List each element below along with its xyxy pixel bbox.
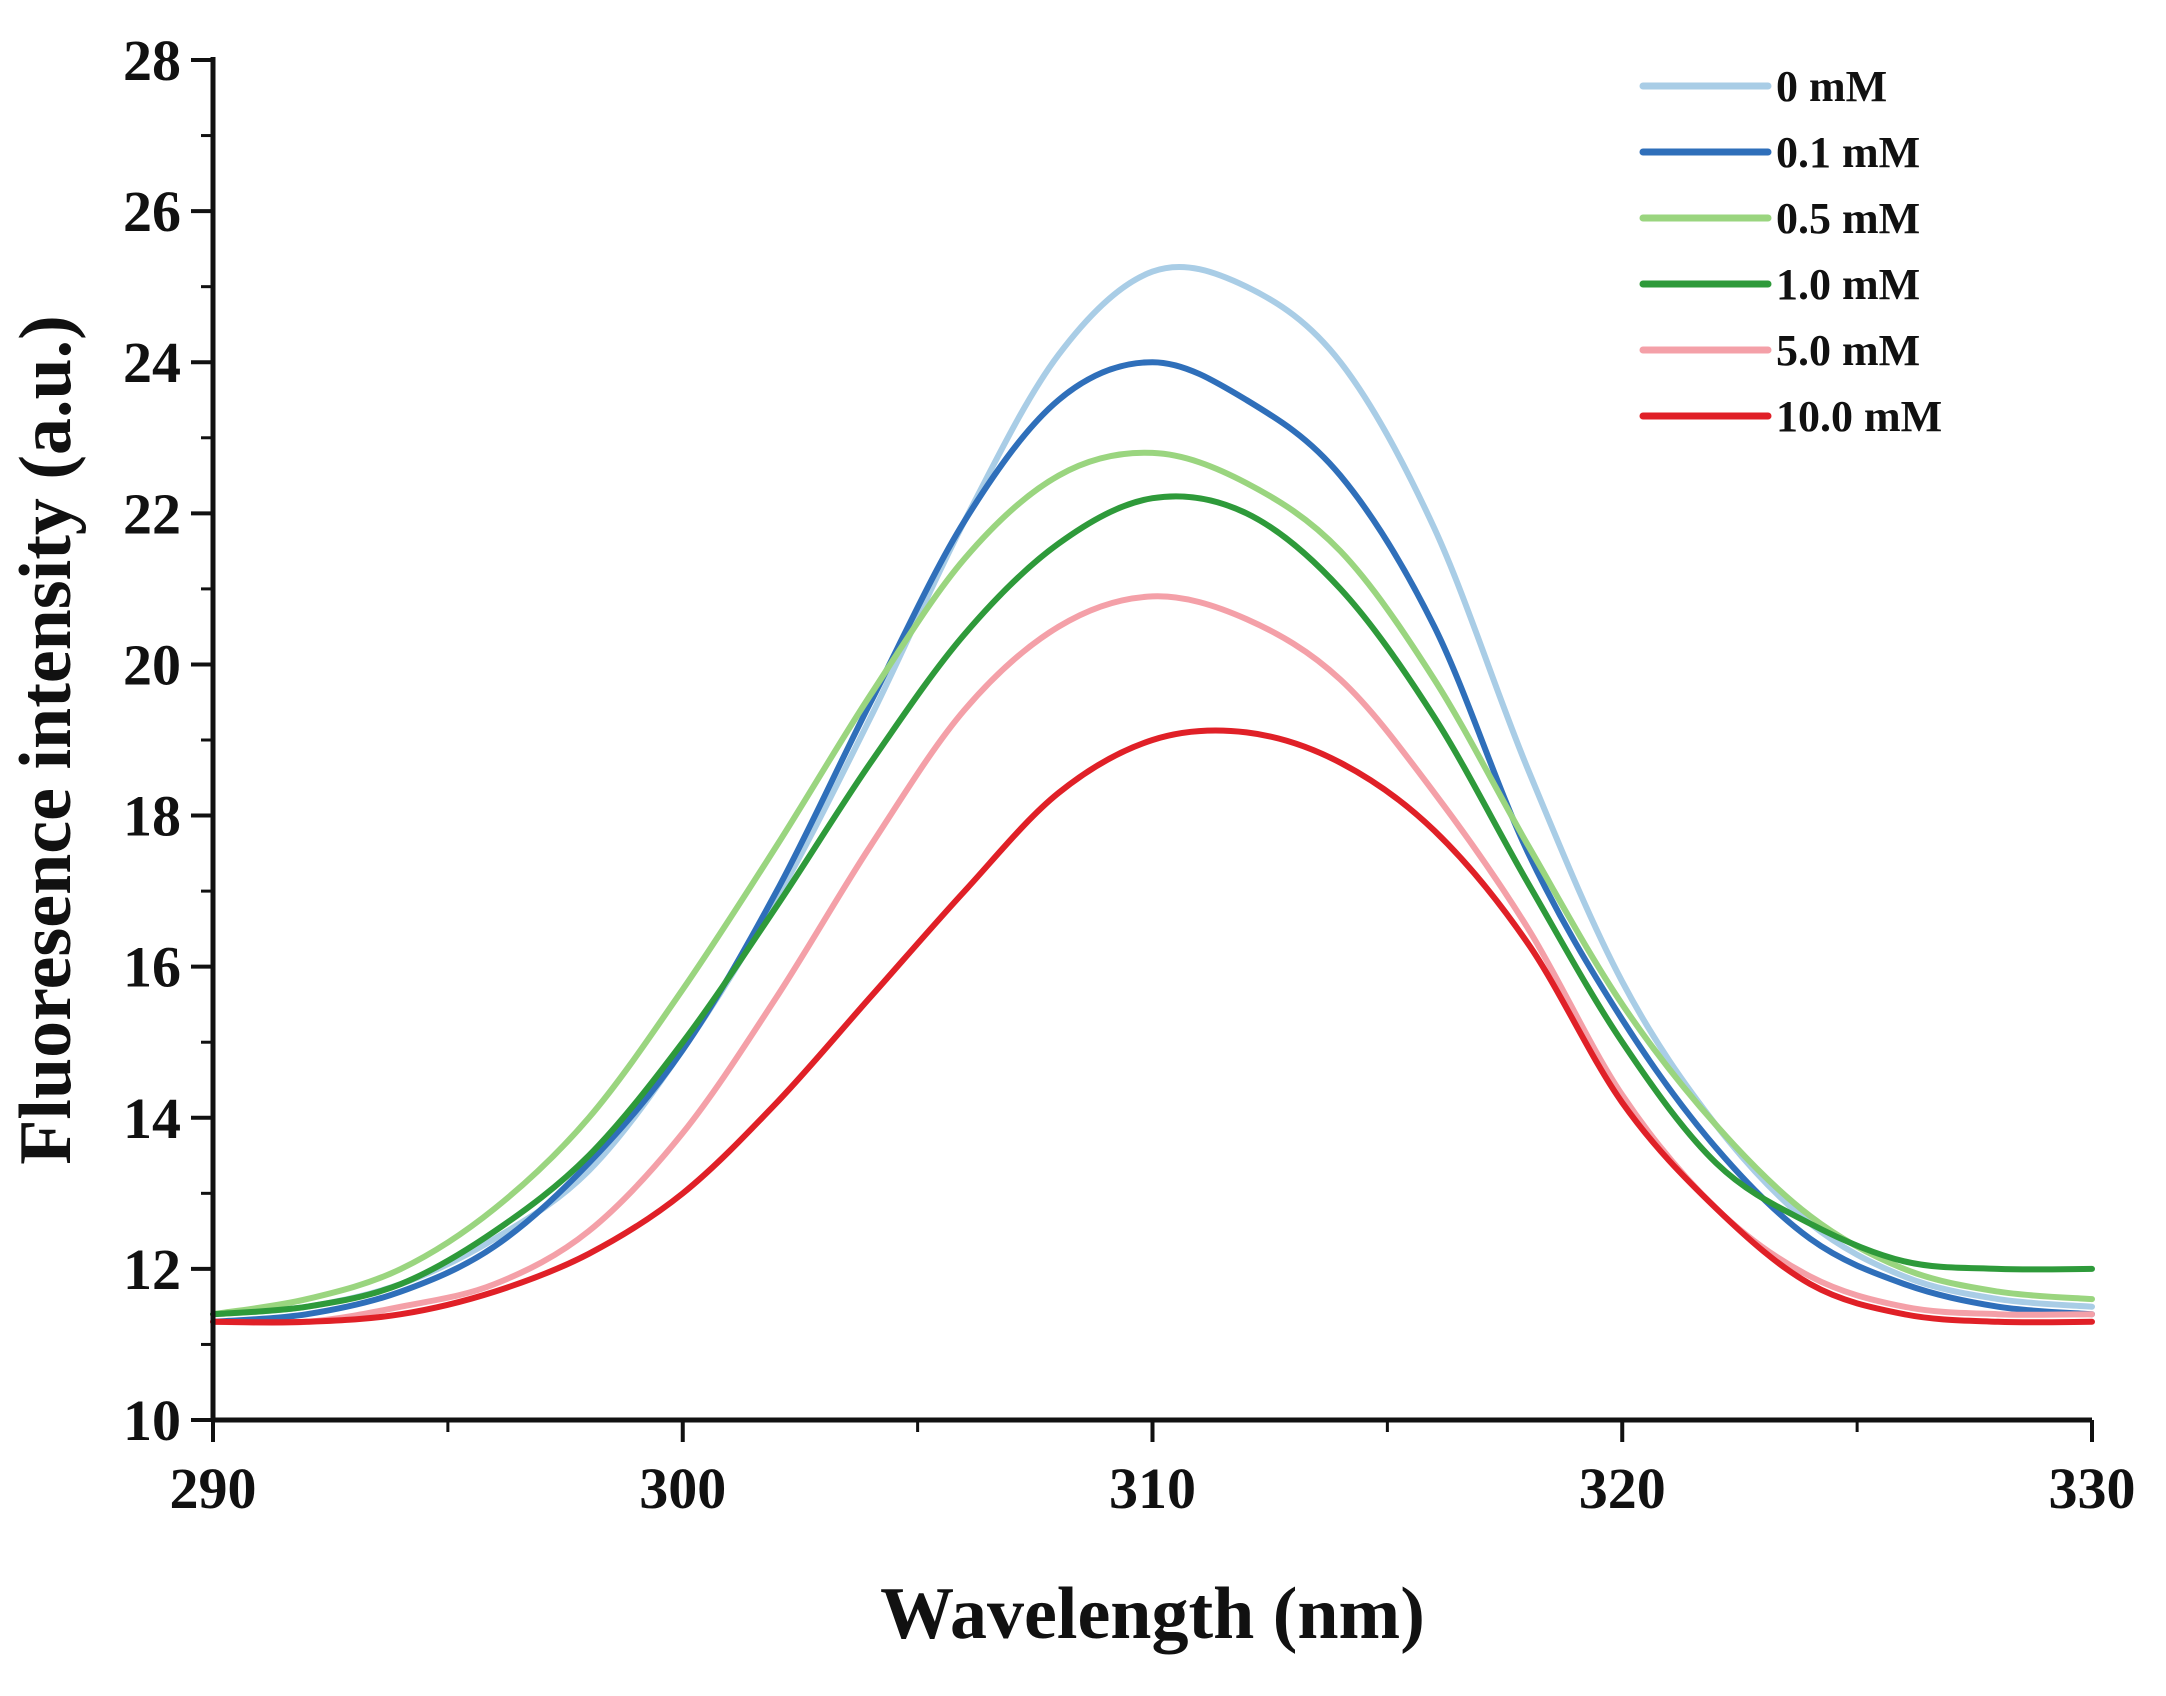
series-line-2 xyxy=(210,449,2095,1318)
series-line-1 xyxy=(210,359,2095,1325)
x-tick-label: 330 xyxy=(2049,1456,2136,1521)
legend-item: 1.0 mM xyxy=(1639,260,1920,309)
y-tick-label: 22 xyxy=(123,481,181,546)
series-line-5 xyxy=(210,727,2095,1326)
x-tick-label: 320 xyxy=(1579,1456,1666,1521)
y-tick-label: 24 xyxy=(123,330,181,395)
legend-item: 0 mM xyxy=(1639,62,1887,111)
legend-item: 10.0 mM xyxy=(1639,392,1942,441)
y-tick-label: 28 xyxy=(123,28,181,93)
legend-item: 5.0 mM xyxy=(1639,326,1920,375)
legend-item: 0.5 mM xyxy=(1639,194,1920,243)
x-tick-label: 310 xyxy=(1109,1456,1196,1521)
y-axis-title: Fluoresence intensity (a.u.) xyxy=(5,315,87,1165)
legend-label: 0.1 mM xyxy=(1776,128,1920,177)
legend: 0 mM 0.1 mM 0.5 mM 1.0 mM 5.0 mM 10.0 mM xyxy=(1639,62,1942,441)
series-line-3 xyxy=(210,493,2095,1318)
y-tick-label: 10 xyxy=(123,1388,181,1453)
legend-label: 0.5 mM xyxy=(1776,194,1920,243)
legend-item: 0.1 mM xyxy=(1639,128,1920,177)
y-tick-label: 14 xyxy=(123,1086,181,1151)
series-group xyxy=(210,263,2095,1326)
legend-label: 10.0 mM xyxy=(1776,392,1942,441)
y-tick-label: 20 xyxy=(123,632,181,697)
y-tick-label: 18 xyxy=(123,784,181,849)
y-tick-label: 12 xyxy=(123,1237,181,1302)
legend-label: 1.0 mM xyxy=(1776,260,1920,309)
y-tick-label: 16 xyxy=(123,935,181,1000)
x-tick-label: 300 xyxy=(639,1456,726,1521)
legend-label: 5.0 mM xyxy=(1776,326,1920,375)
x-tick-label: 290 xyxy=(170,1456,257,1521)
legend-label: 0 mM xyxy=(1776,62,1887,111)
x-axis-title: Wavelength (nm) xyxy=(880,1573,1425,1655)
y-tick-label: 26 xyxy=(123,179,181,244)
axes-group: 290 300 310 320 330 10 12 14 16 18 20 22 24 26 28 xyxy=(123,28,2136,1521)
